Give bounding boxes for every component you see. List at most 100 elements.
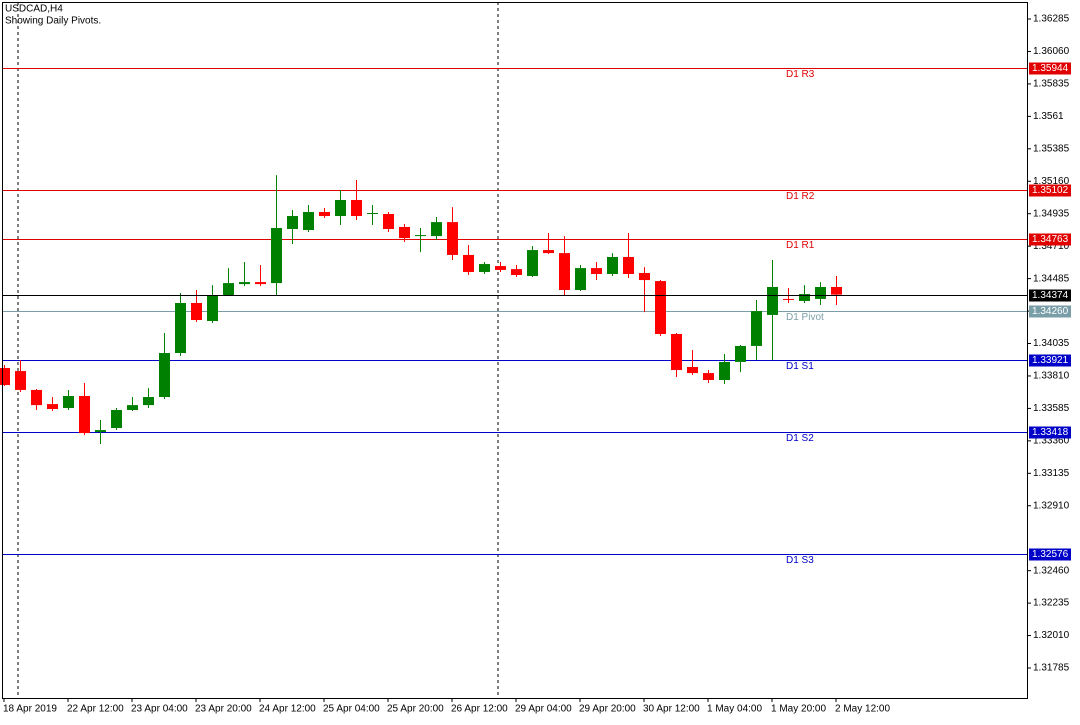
y-tick-label: 1.36060 [1033, 46, 1070, 57]
candle-body [47, 404, 58, 409]
price-tag-label: 1.33418 [1032, 427, 1069, 438]
candle-body [639, 272, 650, 281]
y-tick-label: 1.33585 [1033, 403, 1070, 414]
pivot-label: D1 S2 [786, 433, 814, 444]
price-tag-label: 1.34260 [1032, 306, 1069, 317]
candle-body [831, 286, 842, 295]
candle-body [335, 200, 346, 217]
candle-body [303, 211, 314, 231]
x-tick-label: 25 Apr 20:00 [387, 704, 444, 715]
price-tag-label: 1.32576 [1032, 549, 1069, 560]
candle-body [239, 282, 250, 285]
candle-body [15, 371, 26, 390]
candle-body [655, 281, 666, 334]
candle-body [143, 397, 154, 406]
chart-subtitle: Showing Daily Pivots. [5, 16, 101, 27]
candle-body [799, 294, 810, 301]
x-tick-label: 23 Apr 04:00 [131, 704, 188, 715]
y-tick-label: 1.35160 [1033, 176, 1070, 187]
candle-body [511, 269, 522, 276]
x-tick-label: 25 Apr 04:00 [323, 704, 380, 715]
x-tick-label: 29 Apr 20:00 [579, 704, 636, 715]
candle-body [575, 268, 586, 291]
candle-body [31, 389, 42, 406]
candle-body [479, 264, 490, 272]
price-tag-label: 1.35102 [1032, 185, 1069, 196]
price-tag-label: 1.34374 [1032, 290, 1069, 301]
candle-body [447, 222, 458, 255]
y-tick-label: 1.34485 [1033, 273, 1070, 284]
x-tick-label: 1 May 04:00 [707, 704, 762, 715]
chart-title: USDCAD,H4 [5, 4, 63, 15]
candle-body [703, 373, 714, 380]
y-tick-label: 1.33135 [1033, 468, 1070, 479]
price-tag [1029, 354, 1071, 367]
y-tick-label: 1.31785 [1033, 663, 1070, 674]
y-tick-label: 1.36285 [1033, 14, 1070, 25]
pivot-label: D1 R2 [786, 191, 815, 202]
price-tag [1029, 184, 1071, 197]
candle-body [79, 396, 90, 434]
x-tick-label: 29 Apr 04:00 [515, 704, 572, 715]
candle-body [175, 302, 186, 354]
candle-body [751, 311, 762, 346]
candle-body [399, 226, 410, 239]
candle-body [767, 286, 778, 315]
candle-body [415, 235, 426, 237]
candle-body [383, 214, 394, 230]
candle-body [95, 430, 106, 433]
plot-frame [2, 2, 1028, 699]
y-tick-label: 1.34935 [1033, 208, 1070, 219]
candle-body [543, 250, 554, 254]
candle-body [623, 256, 634, 274]
pivot-label: D1 R1 [786, 240, 815, 251]
candle-body [783, 298, 794, 300]
x-tick-label: 23 Apr 20:00 [195, 704, 252, 715]
x-tick-label: 24 Apr 12:00 [259, 704, 316, 715]
price-tag [1029, 305, 1071, 318]
y-tick-label: 1.33360 [1033, 435, 1070, 446]
y-tick-label: 1.32010 [1033, 630, 1070, 641]
y-tick-label: 1.32235 [1033, 598, 1070, 609]
y-tick-label: 1.34035 [1033, 338, 1070, 349]
candle-body [815, 286, 826, 299]
price-tag-label: 1.33921 [1032, 355, 1069, 366]
y-tick-label: 1.32460 [1033, 565, 1070, 576]
y-tick-label: 1.35835 [1033, 79, 1070, 90]
x-tick-label: 30 Apr 12:00 [643, 704, 700, 715]
candle-body [463, 254, 474, 272]
candle-body [287, 216, 298, 230]
candle-body [527, 250, 538, 277]
y-tick-label: 1.3561 [1033, 111, 1064, 122]
candle-body [607, 256, 618, 274]
candle-body [351, 200, 362, 217]
candle-body [431, 222, 442, 237]
candle-body [223, 283, 234, 296]
plot [0, 68, 1027, 555]
candle-body [111, 409, 122, 429]
x-tick-label: 26 Apr 12:00 [451, 704, 508, 715]
candle-body [0, 368, 10, 386]
candle-body [591, 268, 602, 274]
candle-body [367, 212, 378, 215]
candle-body [687, 367, 698, 374]
pivot-label: D1 Pivot [786, 312, 824, 323]
candle-body [271, 227, 282, 284]
candle-body [159, 353, 170, 398]
candle-body [191, 302, 202, 321]
price-tag [1029, 62, 1071, 75]
x-tick-label: 18 Apr 2019 [3, 704, 57, 715]
pivot-label: D1 R3 [786, 69, 815, 80]
y-tick-label: 1.32910 [1033, 500, 1070, 511]
x-tick-label: 2 May 12:00 [835, 704, 890, 715]
candle-body [735, 345, 746, 362]
price-tag [1029, 233, 1071, 246]
candle-body [559, 253, 570, 291]
candle-body [63, 396, 74, 408]
pivot-label: D1 S1 [786, 361, 814, 372]
candle-body [255, 282, 266, 285]
y-tick-label: 1.33810 [1033, 371, 1070, 382]
candle-body [319, 211, 330, 217]
price-tag-label: 1.34763 [1032, 234, 1069, 245]
